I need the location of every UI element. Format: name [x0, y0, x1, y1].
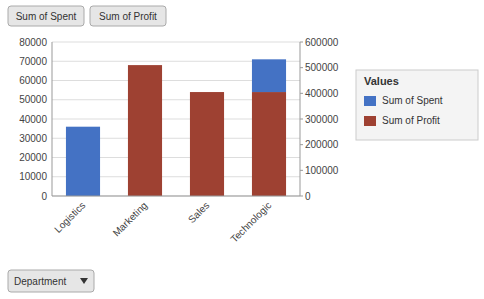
x-tick-label: Marketing — [111, 200, 150, 239]
x-axis — [52, 196, 300, 197]
legend-swatch — [364, 96, 376, 106]
filter-button[interactable] — [8, 6, 84, 26]
dropdown-arrow — [80, 278, 88, 284]
grid-line — [52, 196, 300, 197]
legend-label: Sum of Profit — [382, 115, 440, 126]
y2-tick-label: 0 — [305, 191, 311, 202]
y-tick-label: 80000 — [19, 37, 47, 48]
y2-tick-label: 400000 — [305, 88, 339, 99]
bars — [66, 59, 286, 196]
y-tick-label: 10000 — [19, 171, 47, 182]
filter-button[interactable] — [90, 6, 166, 26]
legend-title: Values — [364, 75, 399, 87]
y2-tick-label: 500000 — [305, 62, 339, 73]
y-tick-label: 30000 — [19, 133, 47, 144]
filter-button-label: Sum of Profit — [99, 11, 157, 22]
y2-tick-label: 200000 — [305, 139, 339, 150]
y2-tick-label: 100000 — [305, 165, 339, 176]
bar-segment — [128, 65, 162, 66]
y2-tick-label: 600000 — [305, 37, 339, 48]
y-tick-label: 70000 — [19, 56, 47, 67]
y2-tick-label: 300000 — [305, 114, 339, 125]
x-axis-label: Department — [14, 276, 66, 287]
bar-segment — [190, 92, 224, 93]
bar-segment — [252, 59, 286, 92]
field-button[interactable] — [8, 270, 94, 292]
x-tick-label: Technologic — [228, 200, 273, 245]
y-tick-label: 0 — [41, 191, 47, 202]
bar-segment — [128, 65, 162, 196]
bar-segment — [190, 92, 224, 196]
y-tick-label: 40000 — [19, 114, 47, 125]
y2-axis — [300, 42, 301, 196]
bar-segment — [66, 127, 100, 196]
x-tick-label: Logistics — [52, 200, 87, 235]
y-tick-label: 60000 — [19, 75, 47, 86]
x-tick-label: Sales — [186, 200, 211, 225]
legend-box — [356, 70, 478, 140]
legend-swatch — [364, 116, 376, 126]
filter-button-label: Sum of Spent — [16, 11, 77, 22]
legend-label: Sum of Spent — [382, 95, 443, 106]
y-axis — [52, 42, 53, 196]
y-tick-label: 20000 — [19, 152, 47, 163]
grid-line — [52, 42, 300, 43]
bar-segment — [252, 92, 286, 196]
chart: 0 10000 20000 30000 40000 50000 60000 70000 8000… — [0, 0, 484, 299]
y-tick-label: 50000 — [19, 94, 47, 105]
